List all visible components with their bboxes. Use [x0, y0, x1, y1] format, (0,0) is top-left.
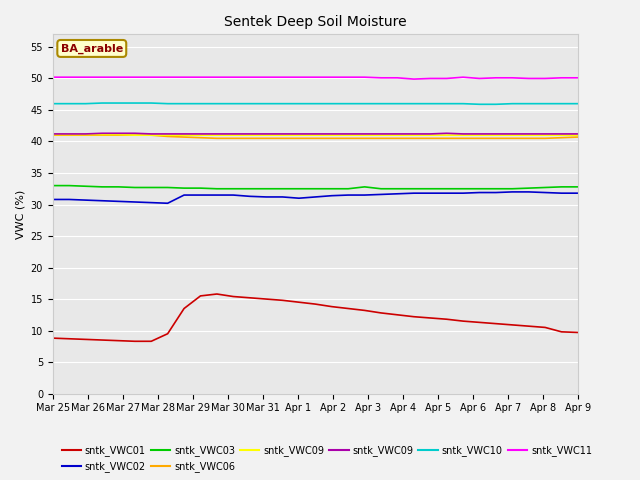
- Title: Sentek Deep Soil Moisture: Sentek Deep Soil Moisture: [224, 15, 406, 29]
- Y-axis label: VWC (%): VWC (%): [15, 189, 25, 239]
- Text: BA_arable: BA_arable: [61, 43, 123, 54]
- Legend: sntk_VWC01, sntk_VWC02, sntk_VWC03, sntk_VWC06, sntk_VWC09, sntk_VWC09, sntk_VWC: sntk_VWC01, sntk_VWC02, sntk_VWC03, sntk…: [58, 442, 596, 476]
